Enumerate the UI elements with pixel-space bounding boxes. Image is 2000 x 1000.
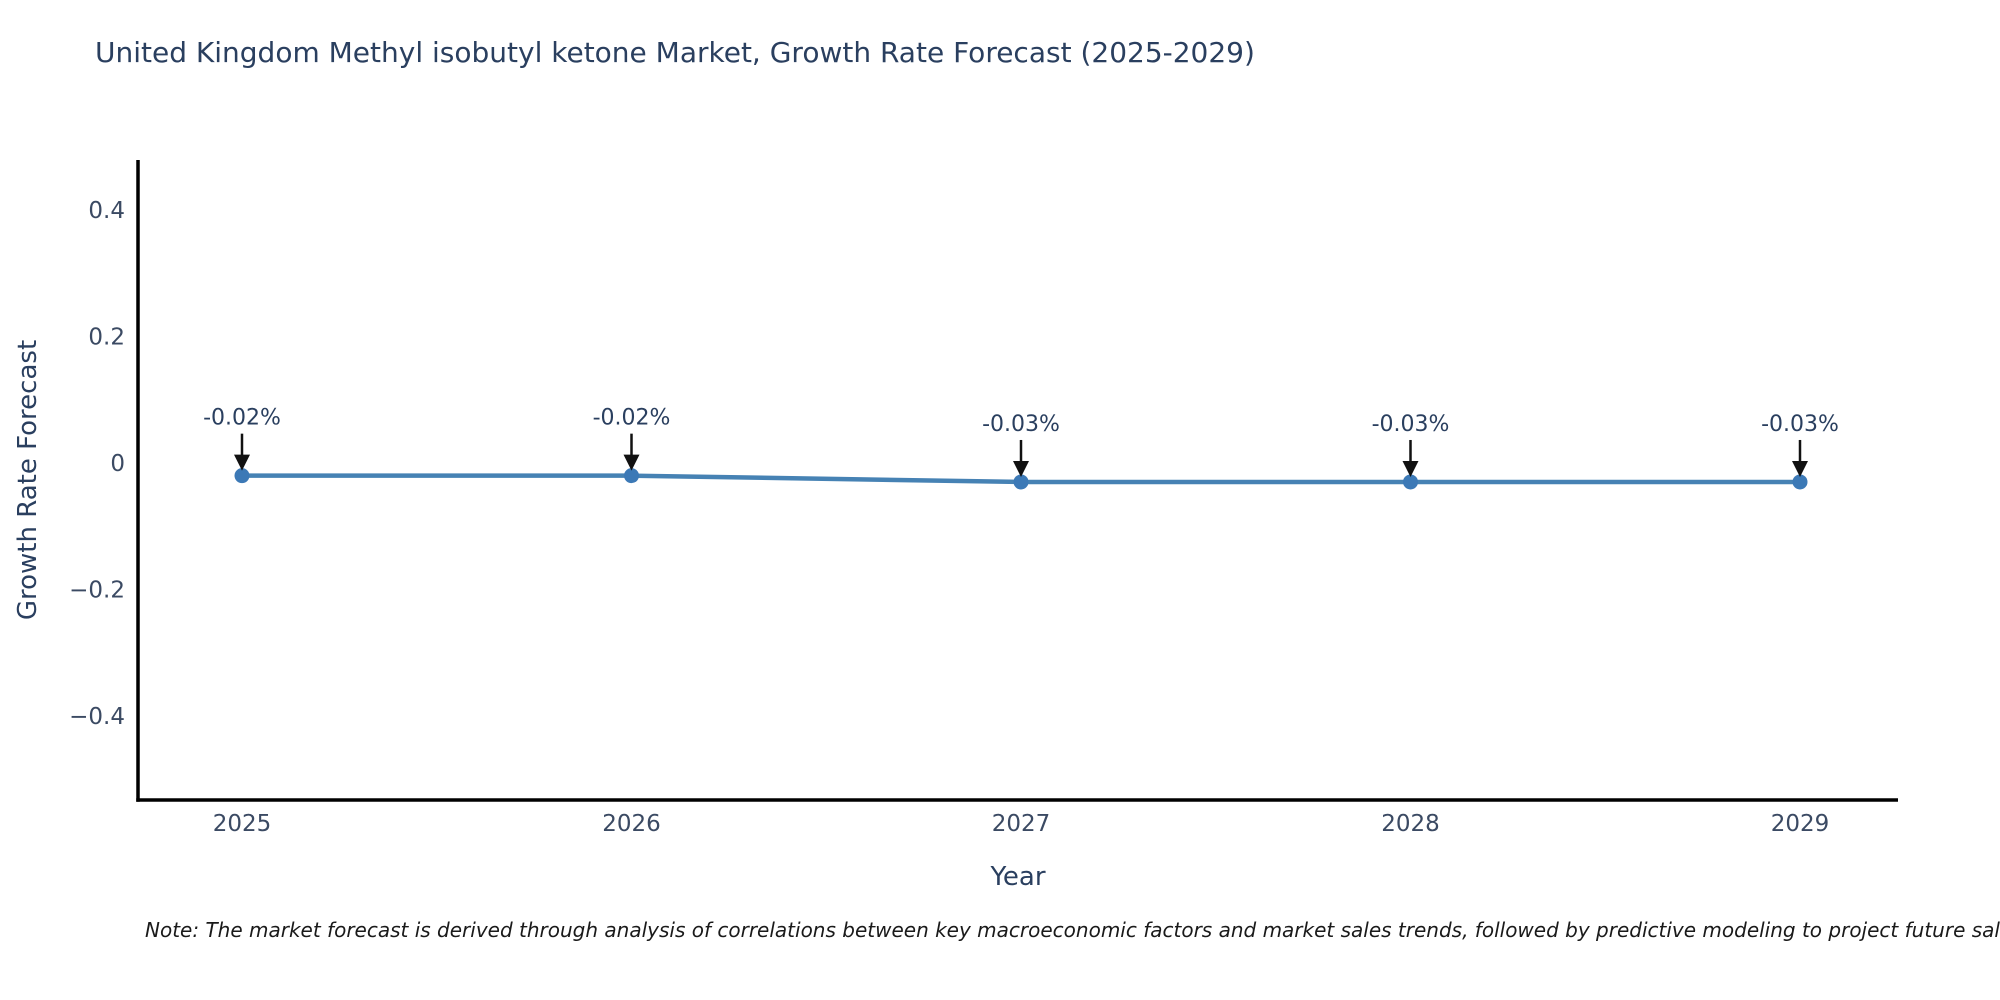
data-point-marker	[1013, 474, 1029, 490]
point-value-label: -0.02%	[203, 406, 281, 431]
x-tick-label: 2029	[1771, 811, 1830, 837]
y-tick-label: 0.2	[88, 325, 125, 351]
chart-title: United Kingdom Methyl isobutyl ketone Ma…	[95, 36, 1255, 69]
data-point-marker	[624, 468, 639, 484]
x-tick-label: 2026	[602, 811, 661, 837]
point-value-label: -0.03%	[1761, 412, 1839, 437]
point-value-label: -0.03%	[1372, 412, 1450, 437]
annotation-arrowhead	[1402, 460, 1419, 477]
annotation-arrowhead	[1792, 460, 1808, 477]
x-tick-label: 2025	[213, 811, 272, 837]
y-tick-label: 0.4	[88, 198, 125, 224]
annotation-arrowhead	[1013, 460, 1029, 477]
data-point-marker	[1792, 474, 1808, 490]
data-point-marker	[234, 468, 250, 484]
y-tick-label: 0	[110, 451, 125, 477]
point-value-label: -0.03%	[982, 412, 1060, 437]
point-value-label: -0.02%	[593, 406, 671, 431]
x-tick-label: 2027	[992, 811, 1051, 837]
annotation-arrowhead	[623, 454, 640, 471]
footnote: Note: The market forecast is derived thr…	[145, 918, 2000, 942]
x-tick-label: 2028	[1381, 811, 1440, 837]
x-axis-title: Year	[990, 862, 1046, 892]
data-point-marker	[1403, 474, 1418, 490]
y-tick-label: −0.2	[69, 578, 125, 604]
annotation-arrowhead	[234, 454, 250, 471]
y-tick-label: −0.4	[69, 704, 125, 730]
